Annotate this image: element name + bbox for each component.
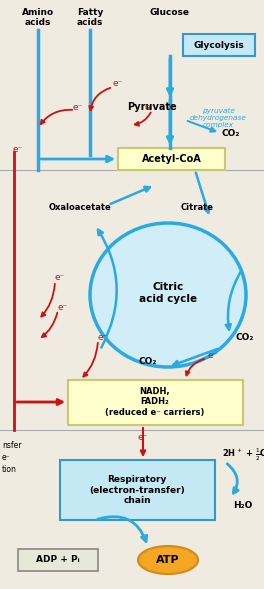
Text: e⁻: e⁻: [55, 273, 65, 282]
Text: e⁻: e⁻: [98, 333, 108, 342]
Text: Glycolysis: Glycolysis: [194, 41, 244, 49]
FancyBboxPatch shape: [60, 460, 215, 520]
Text: CO₂: CO₂: [139, 358, 157, 366]
Text: CO₂: CO₂: [236, 333, 254, 342]
Text: CO₂: CO₂: [222, 128, 241, 137]
FancyBboxPatch shape: [183, 34, 255, 56]
Text: Amino
acids: Amino acids: [22, 8, 54, 28]
Text: Glucose: Glucose: [150, 8, 190, 17]
Text: ADP + Pᵢ: ADP + Pᵢ: [36, 555, 80, 564]
FancyBboxPatch shape: [68, 380, 243, 425]
FancyBboxPatch shape: [118, 148, 225, 170]
Text: nsfer: nsfer: [2, 441, 21, 449]
Text: ATP: ATP: [156, 555, 180, 565]
Text: e⁻: e⁻: [2, 452, 11, 462]
Text: Acetyl-CoA: Acetyl-CoA: [142, 154, 202, 164]
Text: e⁻: e⁻: [13, 145, 23, 154]
Text: e⁻: e⁻: [145, 104, 155, 112]
Text: tion: tion: [2, 465, 17, 474]
Text: Pyruvate: Pyruvate: [127, 102, 177, 112]
Text: Oxaloacetate: Oxaloacetate: [49, 203, 111, 211]
Text: Fatty
acids: Fatty acids: [77, 8, 103, 28]
Text: 2H$^+$ + $\frac{1}{2}$O$_2$: 2H$^+$ + $\frac{1}{2}$O$_2$: [222, 447, 264, 463]
Text: e⁻: e⁻: [73, 104, 83, 112]
Ellipse shape: [138, 546, 198, 574]
Text: NADH,
FADH₂
(reduced e⁻ carriers): NADH, FADH₂ (reduced e⁻ carriers): [105, 387, 205, 417]
Text: Citric
acid cycle: Citric acid cycle: [139, 282, 197, 304]
Text: e⁻: e⁻: [138, 432, 148, 442]
Text: Citrate: Citrate: [181, 203, 214, 211]
FancyBboxPatch shape: [18, 549, 98, 571]
Text: e⁻: e⁻: [208, 350, 218, 359]
Text: e⁻: e⁻: [113, 78, 123, 88]
Text: H₂O: H₂O: [233, 501, 252, 509]
Ellipse shape: [90, 223, 246, 367]
Text: Respiratory
(electron-transfer)
chain: Respiratory (electron-transfer) chain: [89, 475, 185, 505]
Text: pyruvate
dehydrogenase
complex: pyruvate dehydrogenase complex: [190, 108, 246, 128]
Text: e⁻: e⁻: [58, 303, 68, 312]
